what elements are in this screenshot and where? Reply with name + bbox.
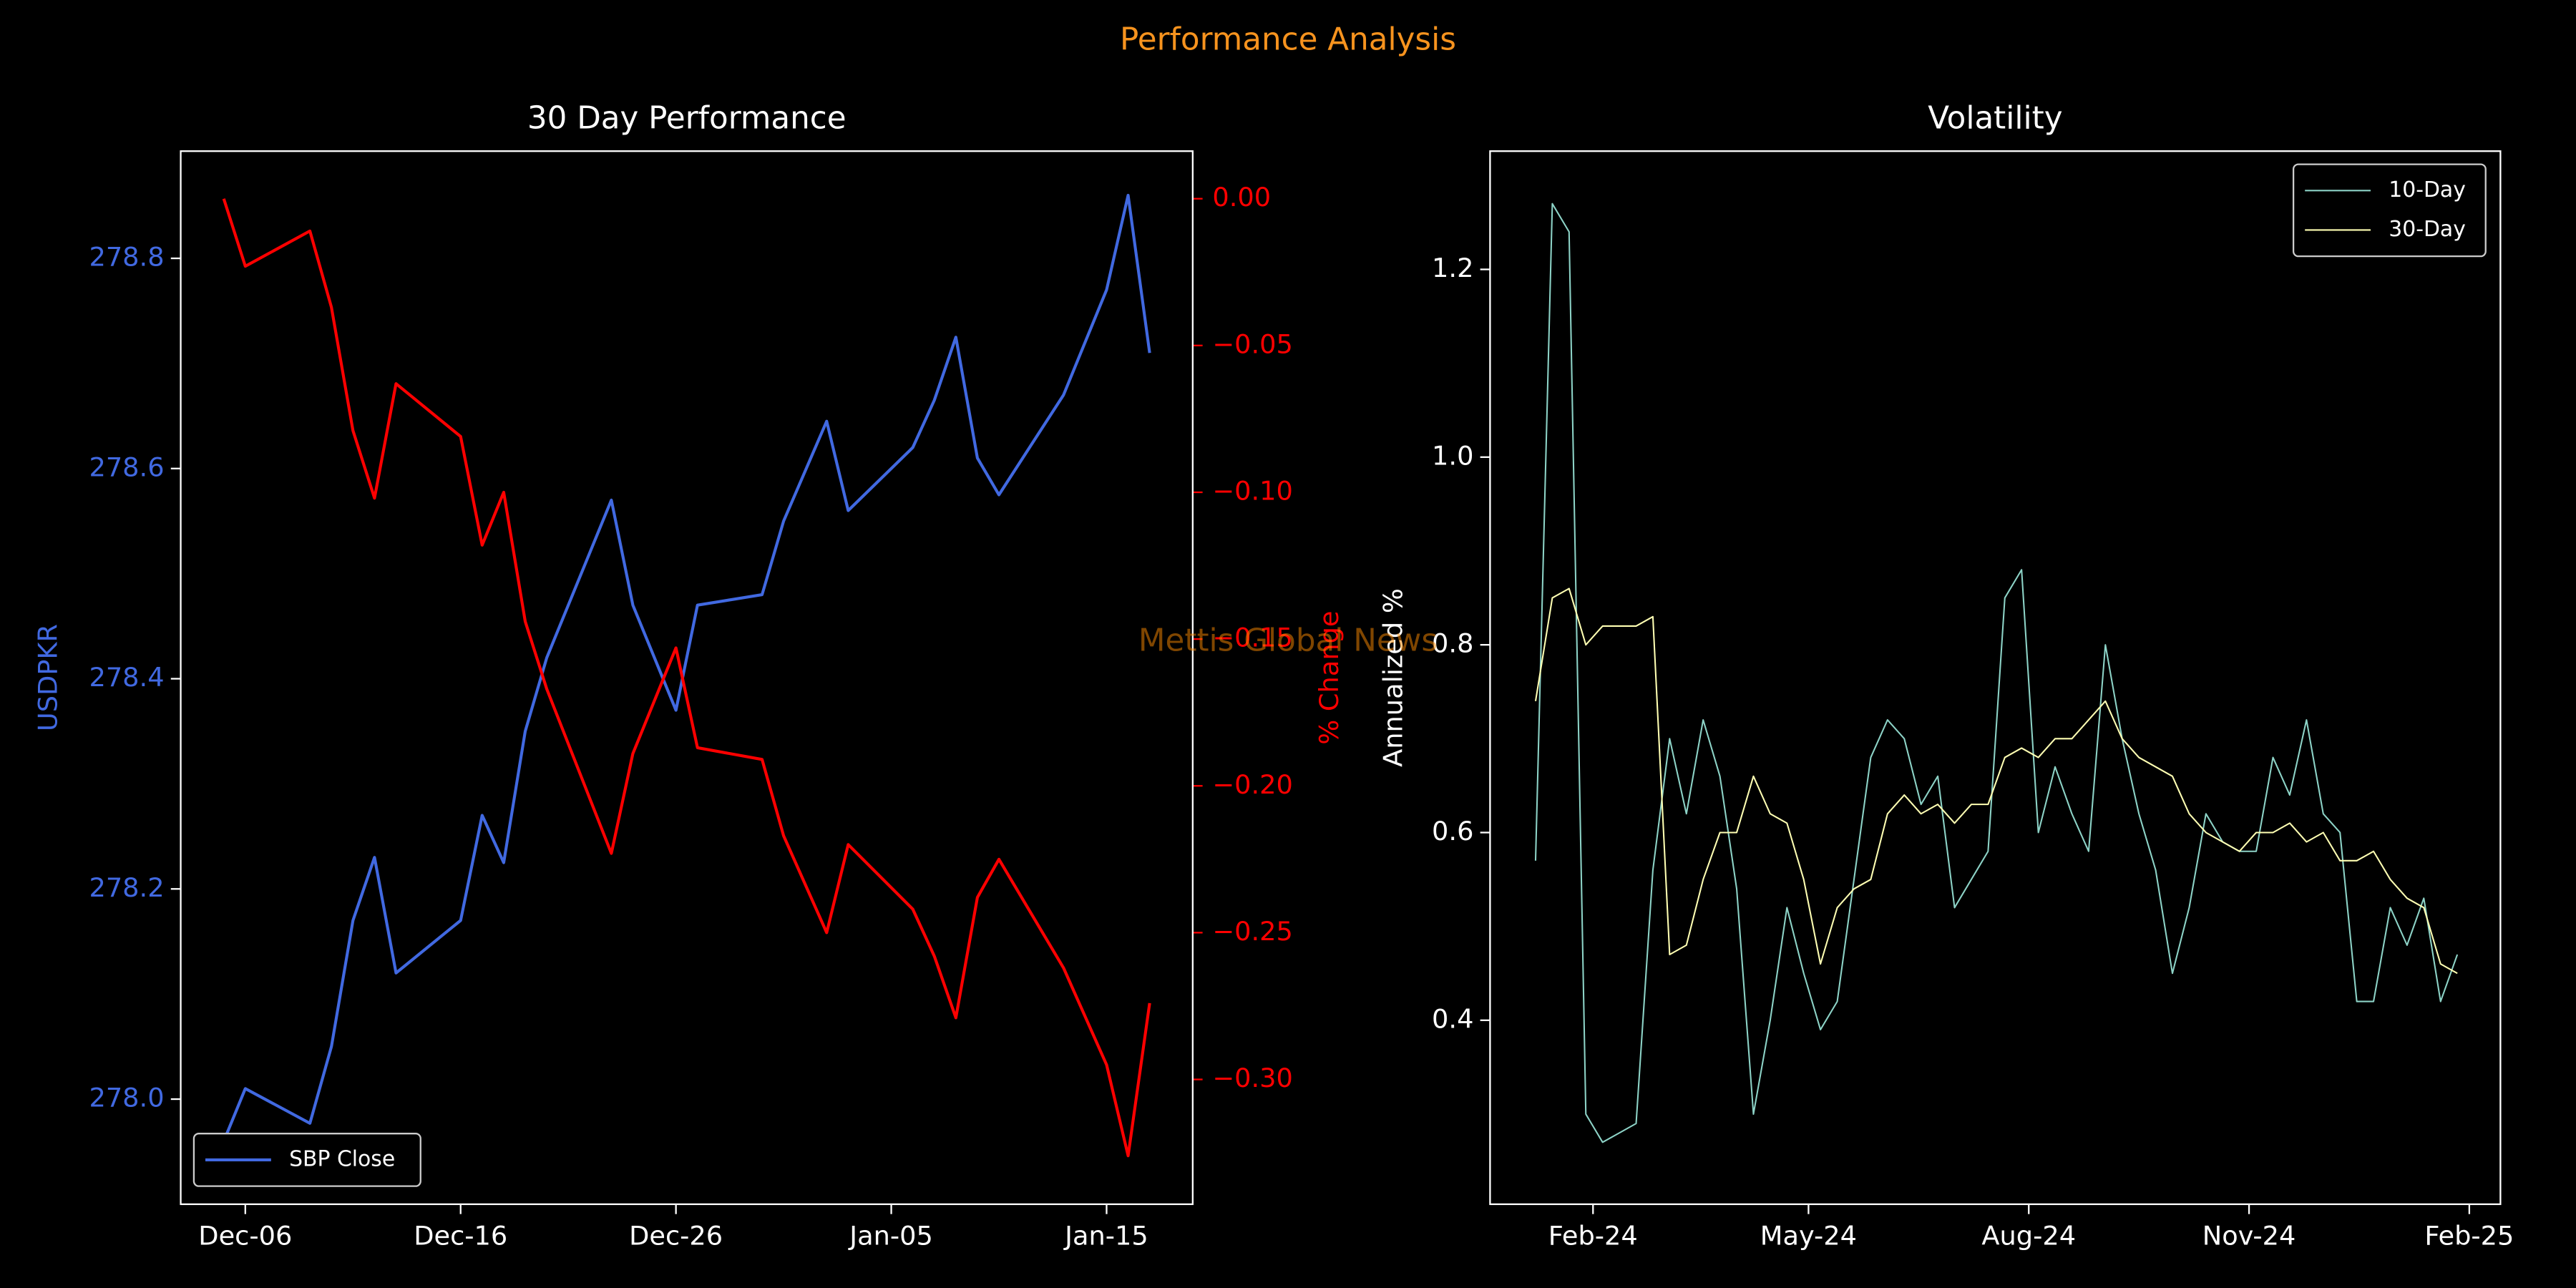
x-tick-label: Feb-25: [2424, 1220, 2514, 1251]
y-tick-label: 0.4: [1432, 1003, 1473, 1034]
x-tick-label: May-24: [1760, 1220, 1857, 1251]
y2-tick-label: −0.20: [1212, 769, 1293, 800]
watermark: Mettis Global News: [1138, 623, 1438, 659]
y-tick-label: 278.8: [89, 242, 164, 273]
y-axis-label: Annualized %: [1378, 588, 1409, 767]
y2-tick-label: −0.15: [1212, 623, 1293, 653]
plot-frame: [1489, 150, 2502, 1206]
y2-tick-label: 0.00: [1212, 182, 1271, 213]
plot-frame: [180, 150, 1194, 1206]
y2-tick-label: −0.05: [1212, 328, 1293, 359]
legend-box: [192, 1133, 421, 1187]
y-tick-label: 278.0: [89, 1083, 164, 1113]
line-series: [222, 193, 1151, 1142]
y-tick-label: 278.2: [89, 872, 164, 903]
x-tick-label: Dec-06: [198, 1220, 292, 1251]
x-tick-label: Jan-15: [1063, 1220, 1148, 1251]
legend-box: [2292, 163, 2487, 258]
y2-tick-label: −0.30: [1212, 1063, 1293, 1093]
legend-label: 30-Day: [2389, 217, 2466, 242]
x-tick-label: Jan-05: [848, 1220, 933, 1251]
line-series: [1534, 203, 2459, 1143]
y2-tick-label: −0.10: [1212, 475, 1293, 506]
y2-axis-label: % Change: [1314, 610, 1345, 744]
chart-title: Volatility: [1928, 101, 2062, 137]
y2-tick-label: −0.25: [1212, 916, 1293, 947]
legend-label: 10-Day: [2389, 177, 2466, 203]
y-tick-label: 1.0: [1432, 440, 1473, 471]
figure-title: Performance Analysis: [1120, 21, 1456, 57]
y-tick-label: 0.8: [1432, 628, 1473, 659]
y-tick-label: 0.6: [1432, 816, 1473, 847]
x-tick-label: Aug-24: [1981, 1220, 2076, 1251]
line-series: [222, 198, 1151, 1158]
x-tick-label: Dec-26: [629, 1220, 723, 1251]
y-tick-label: 278.6: [89, 452, 164, 482]
x-tick-label: Dec-16: [414, 1220, 507, 1251]
line-series: [1534, 587, 2458, 975]
y-tick-label: 1.2: [1432, 253, 1473, 283]
x-tick-label: Feb-24: [1548, 1220, 1638, 1251]
legend-label: SBP Close: [289, 1146, 395, 1171]
x-tick-label: Nov-24: [2202, 1220, 2296, 1251]
chart-title: 30 Day Performance: [527, 101, 847, 137]
y-tick-label: 278.4: [89, 662, 164, 693]
y-axis-label: USDPKR: [32, 624, 63, 731]
